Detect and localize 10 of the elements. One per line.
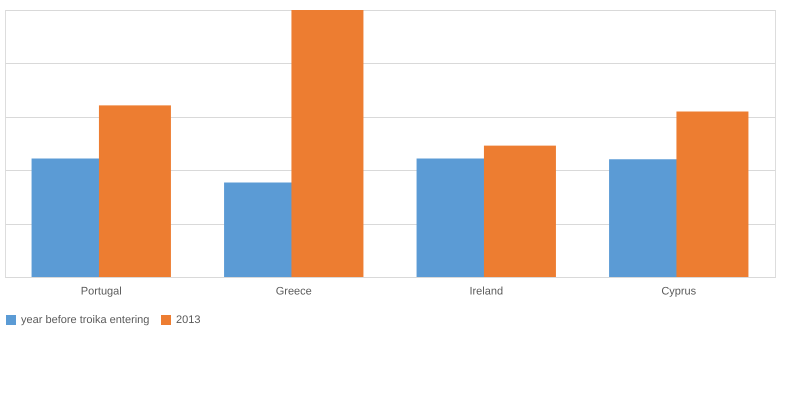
bar [291, 10, 364, 277]
bar [484, 146, 556, 277]
bar [98, 105, 171, 277]
legend-label: 2013 [176, 314, 200, 326]
x-tick-label: Cyprus [661, 286, 697, 298]
legend-label: year before troika entering [21, 314, 150, 326]
x-tick-label: Portugal [80, 286, 122, 298]
x-tick-label: Ireland [469, 286, 504, 298]
bar [676, 111, 748, 277]
x-tick-label: Greece [276, 286, 312, 298]
